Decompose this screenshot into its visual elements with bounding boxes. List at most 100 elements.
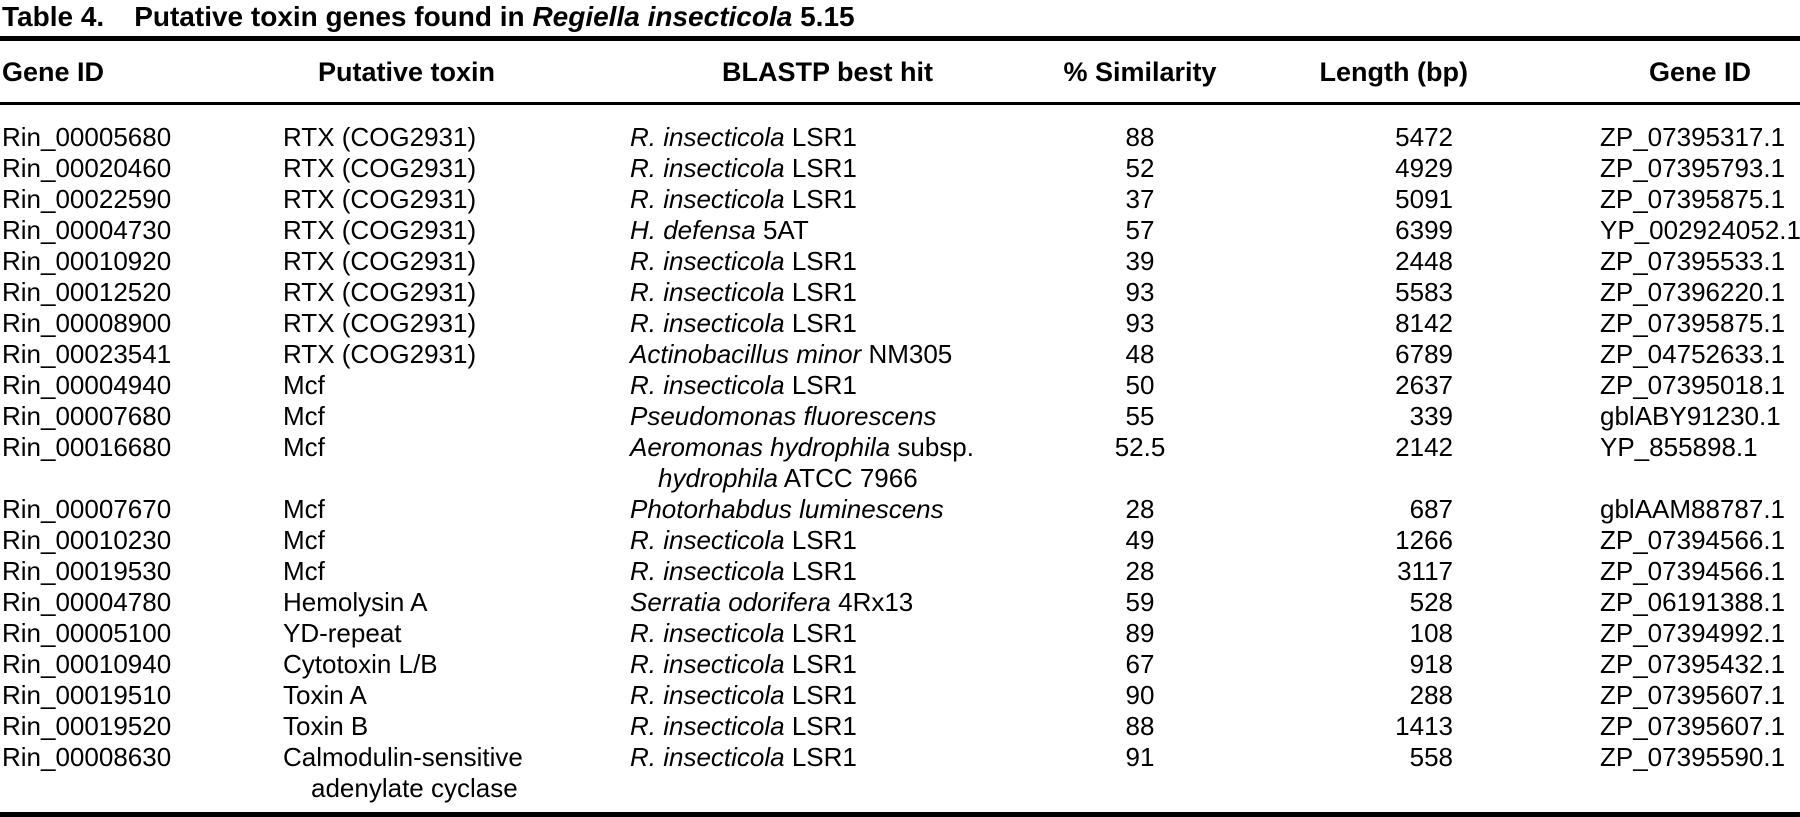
blastp-best-hit-cell: R. insecticola LSR1 — [630, 680, 857, 710]
column-header-percent-similarity: % Similarity — [1025, 38, 1255, 105]
table-row: Rin_00010230 Mcf R. insecticola LSR1 49 1266… — [0, 525, 1800, 556]
gene-id-cell: Rin_00008900 — [2, 308, 172, 338]
gene-id-cell: Rin_00007680 — [2, 401, 172, 431]
putative-toxin-cell: RTX (COG2931) — [283, 308, 477, 338]
blastp-best-hit-cell: R. insecticola LSR1 — [630, 246, 857, 276]
putative-toxin-cell: RTX (COG2931) — [283, 339, 477, 369]
length-bp-cell: 8142 — [1395, 308, 1453, 338]
length-bp-cell: 5583 — [1395, 277, 1453, 307]
percent-similarity-cell: 50 — [1125, 370, 1155, 400]
accession-cell: gblABY91230.1 — [1600, 401, 1781, 431]
length-bp-cell: 339 — [1409, 401, 1453, 431]
putative-toxin-cell: RTX (COG2931) — [283, 277, 477, 307]
length-bp-cell: 528 — [1409, 587, 1453, 617]
percent-similarity-cell: 89 — [1125, 618, 1155, 648]
percent-similarity-cell: 52 — [1125, 153, 1155, 183]
putative-toxin-cell: RTX (COG2931) — [283, 246, 477, 276]
accession-cell: ZP_07394566.1 — [1600, 525, 1786, 555]
accession-cell: ZP_07395607.1 — [1600, 711, 1786, 741]
accession-cell: ZP_07395533.1 — [1600, 246, 1786, 276]
putative-toxin-cell: Mcf — [283, 401, 325, 431]
table-row: Rin_00019530 Mcf R. insecticola LSR1 28 3117… — [0, 556, 1800, 587]
length-bp-cell: 4929 — [1395, 153, 1453, 183]
putative-toxin-cell: Cytotoxin L/B — [283, 649, 438, 679]
accession-cell: ZP_07394566.1 — [1600, 556, 1786, 586]
length-bp-cell: 288 — [1409, 680, 1453, 710]
table-row: Rin_00019510 Toxin A R. insecticola LSR1 90… — [0, 680, 1800, 711]
putative-toxin-cell: RTX (COG2931) — [283, 122, 477, 152]
length-bp-cell: 108 — [1409, 618, 1453, 648]
percent-similarity-cell: 39 — [1125, 246, 1155, 276]
gene-id-cell: Rin_00012520 — [2, 277, 172, 307]
putative-toxin-cell: Mcf — [283, 494, 325, 524]
table-row: Rin_00012520 RTX (COG2931) R. insecticola … — [0, 277, 1800, 308]
length-bp-cell: 687 — [1409, 494, 1453, 524]
accession-cell: ZP_07396220.1 — [1600, 277, 1786, 307]
percent-similarity-cell: 37 — [1125, 184, 1155, 214]
blastp-best-hit-cell: R. insecticola LSR1 — [630, 525, 857, 555]
putative-toxin-cell: Mcf — [283, 432, 325, 462]
percent-similarity-cell: 28 — [1125, 494, 1155, 524]
blastp-best-hit-cell: R. insecticola LSR1 — [630, 618, 857, 648]
percent-similarity-cell: 55 — [1125, 401, 1155, 431]
putative-toxin-cell: Mcf — [283, 370, 325, 400]
percent-similarity-cell: 88 — [1125, 122, 1155, 152]
percent-similarity-cell: 28 — [1125, 556, 1155, 586]
table-row: Rin_00008900 RTX (COG2931) R. insecticola … — [0, 308, 1800, 339]
length-bp-cell: 2142 — [1395, 432, 1453, 462]
blastp-best-hit-cell: R. insecticola LSR1 — [630, 711, 857, 741]
percent-similarity-cell: 48 — [1125, 339, 1155, 369]
length-bp-cell: 2637 — [1395, 370, 1453, 400]
gene-id-cell: Rin_00022590 — [2, 184, 172, 214]
length-bp-cell: 2448 — [1395, 246, 1453, 276]
accession-cell: YP_855898.1 — [1600, 432, 1758, 462]
length-bp-cell: 558 — [1409, 742, 1453, 772]
gene-id-cell: Rin_00020460 — [2, 153, 172, 183]
blastp-best-hit-cell: R. insecticola LSR1 — [630, 649, 857, 679]
length-bp-cell: 5472 — [1395, 122, 1453, 152]
gene-id-cell: Rin_00007670 — [2, 494, 172, 524]
blastp-best-hit-cell: Actinobacillus minor NM305 — [630, 339, 953, 369]
table-row: Rin_00007680 Mcf Pseudomonas fluorescens 55… — [0, 401, 1800, 432]
gene-id-cell: Rin_00004940 — [2, 370, 172, 400]
table-row: Rin_00010920 RTX (COG2931) R. insecticola … — [0, 246, 1800, 277]
accession-cell: ZP_07394992.1 — [1600, 618, 1786, 648]
blastp-best-hit-cell: R. insecticola LSR1 — [630, 556, 857, 586]
table-row: Rin_00022590 RTX (COG2931) R. insecticola … — [0, 184, 1800, 215]
accession-cell: ZP_04752633.1 — [1600, 339, 1786, 369]
accession-cell: ZP_07395875.1 — [1600, 184, 1786, 214]
table-row: Rin_00007670 Mcf Photorhabdus luminescens 2… — [0, 494, 1800, 525]
gene-id-cell: Rin_00019530 — [2, 556, 172, 586]
blastp-best-hit-cell: Pseudomonas fluorescens — [630, 401, 937, 431]
accession-cell: ZP_06191388.1 — [1600, 587, 1786, 617]
accession-cell: YP_002924052.1 — [1600, 215, 1800, 245]
length-bp-cell: 6399 — [1395, 215, 1453, 245]
putative-toxin-cell: Mcf — [283, 525, 325, 555]
putative-toxin-cell: Calmodulin-sensitive adenylate cyclase — [283, 742, 523, 803]
column-header-gene-id: Gene ID — [0, 38, 283, 105]
length-bp-cell: 6789 — [1395, 339, 1453, 369]
blastp-best-hit-cell: R. insecticola LSR1 — [630, 184, 857, 214]
gene-id-cell: Rin_00010920 — [2, 246, 172, 276]
accession-cell: ZP_07395590.1 — [1600, 742, 1786, 772]
accession-cell: ZP_07395793.1 — [1600, 153, 1786, 183]
blastp-best-hit-cell: R. insecticola LSR1 — [630, 122, 857, 152]
percent-similarity-cell: 90 — [1125, 680, 1155, 710]
table-number: Table 4. — [2, 1, 105, 32]
table-row: Rin_00004730 RTX (COG2931) H. defensa 5AT 5… — [0, 215, 1800, 246]
blastp-best-hit-cell: R. insecticola LSR1 — [630, 277, 857, 307]
percent-similarity-cell: 91 — [1125, 742, 1155, 772]
accession-cell: ZP_07395018.1 — [1600, 370, 1786, 400]
table-caption: Table 4. Putative toxin genes found in Re… — [0, 0, 1800, 33]
table-row: Rin_00008630 Calmodulin-sensitive adenylat… — [0, 742, 1800, 815]
caption-species-name: Regiella insecticola — [532, 1, 793, 32]
putative-toxin-cell: RTX (COG2931) — [283, 153, 477, 183]
gene-id-cell: Rin_00010230 — [2, 525, 172, 555]
table-row: Rin_00005100 YD-repeat R. insecticola LSR1… — [0, 618, 1800, 649]
gene-id-cell: Rin_00005100 — [2, 618, 172, 648]
table-header-row: Gene ID Putative toxin BLASTP best hit %… — [0, 38, 1800, 105]
blastp-best-hit-cell: Aeromonas hydrophila subsp. hydrophila AT… — [630, 432, 974, 493]
column-header-length-bp: Length (bp) — [1255, 38, 1470, 105]
accession-cell: ZP_07395607.1 — [1600, 680, 1786, 710]
gene-id-cell: Rin_00008630 — [2, 742, 172, 772]
